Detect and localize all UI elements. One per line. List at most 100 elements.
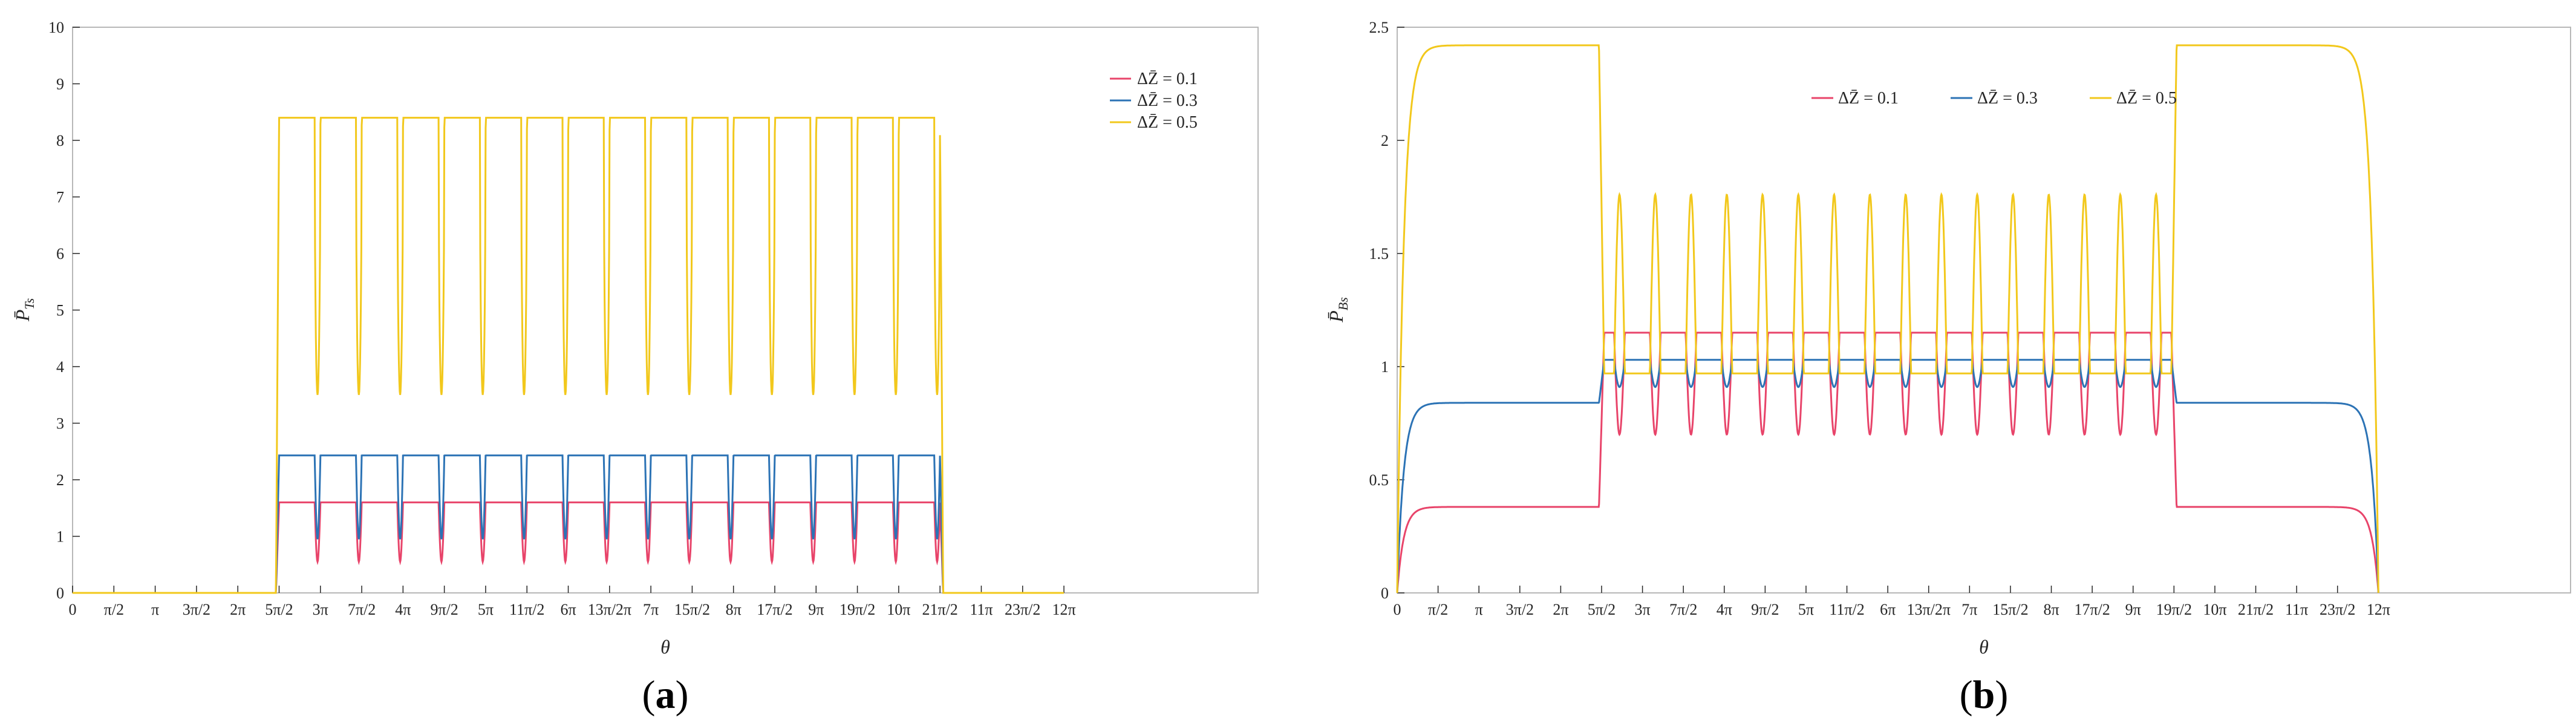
b-x-tick-label: 3π bbox=[1635, 601, 1651, 618]
b-series bbox=[1396, 44, 2379, 594]
b-x-tick-label: 23π/2 bbox=[2320, 601, 2355, 618]
a-ticks: 0 1 2 3 4 5 6 7 8 9 10 0 π/2 π 3π/2 2π 5π/2 3π 7π/2 4π 9π/2 5… bbox=[48, 19, 1076, 618]
b-series-line-0 bbox=[1396, 332, 2379, 594]
b-x-tick-label: 8π bbox=[2043, 601, 2059, 618]
a-legend: ΔZ̄ = 0.1 ΔZ̄ = 0.3 ΔZ̄ = 0.5 bbox=[1110, 70, 1198, 132]
a-x-tick-label: 15π/2 bbox=[674, 601, 710, 618]
a-y-tick-label: 2 bbox=[56, 471, 64, 489]
a-x-tick-label: 11π/2 bbox=[509, 601, 544, 618]
b-y-axis-label-sub: Bs bbox=[1335, 297, 1351, 310]
b-x-tick-label: 6π bbox=[1880, 601, 1896, 618]
a-y-tick-label: 3 bbox=[56, 415, 64, 433]
b-x-tick-label: 13π/2π bbox=[1907, 601, 1951, 618]
panel-a: 0 1 2 3 4 5 6 7 8 9 10 0 π/2 π 3π/2 2π 5π/2 3π 7π/2 4π 9π/2 5… bbox=[11, 19, 1259, 717]
b-panel-letter: b bbox=[1973, 673, 1995, 717]
a-x-tick-label: 5π/2 bbox=[265, 601, 293, 618]
a-x-tick-label: 13π/2π bbox=[588, 601, 631, 618]
b-x-tick-label: 15π/2 bbox=[1992, 601, 2028, 618]
a-y-axis-label-sub: Ts bbox=[22, 298, 37, 310]
a-x-tick-label: 3π bbox=[313, 601, 328, 618]
a-x-tick-label: 9π/2 bbox=[430, 601, 458, 618]
a-y-axis-label: P̄Ts bbox=[11, 298, 37, 322]
a-x-tick-label: 8π bbox=[726, 601, 742, 618]
b-legend-label-1: ΔZ̄ = 0.3 bbox=[1977, 89, 2038, 108]
a-legend-label-0: ΔZ̄ = 0.1 bbox=[1137, 70, 1198, 88]
a-y-tick-label: 4 bbox=[56, 358, 64, 376]
b-y-tick-label: 0 bbox=[1381, 584, 1389, 602]
a-legend-label-1: ΔZ̄ = 0.3 bbox=[1137, 91, 1198, 110]
a-x-tick-label: π/2 bbox=[104, 601, 124, 618]
a-series bbox=[73, 117, 1064, 594]
a-x-tick-label: 7π bbox=[643, 601, 659, 618]
a-x-tick-label: 6π bbox=[560, 601, 576, 618]
a-legend-label-2: ΔZ̄ = 0.5 bbox=[1137, 113, 1198, 132]
b-x-tick-label: 11π/2 bbox=[1829, 601, 1864, 618]
a-x-tick-label: 3π/2 bbox=[183, 601, 210, 618]
b-legend: ΔZ̄ = 0.1 ΔZ̄ = 0.3 ΔZ̄ = 0.5 bbox=[1811, 89, 2177, 108]
b-y-axis-label: P̄Bs bbox=[1325, 297, 1351, 323]
b-series-line-1 bbox=[1396, 359, 2379, 594]
a-x-tick-label: 10π bbox=[887, 601, 910, 618]
a-x-tick-label: 5π bbox=[478, 601, 494, 618]
a-y-tick-label: 1 bbox=[56, 528, 64, 546]
b-x-tick-label: 4π bbox=[1717, 601, 1732, 618]
panel-b: 0 0.5 1 1.5 2 2.5 0 π/2 π 3π/2 2π 5π/2 3π 7π/2 4π 9π/2 5… bbox=[1325, 19, 2571, 717]
b-y-axis-label-main: P̄ bbox=[1325, 310, 1347, 323]
a-x-tick-label: 9π bbox=[808, 601, 824, 618]
a-x-tick-label: 4π bbox=[395, 601, 411, 618]
b-series-line-2 bbox=[1396, 44, 2379, 594]
b-x-tick-label: π/2 bbox=[1428, 601, 1448, 618]
a-x-tick-label: 11π bbox=[970, 601, 993, 618]
a-x-tick-label: 7π/2 bbox=[348, 601, 376, 618]
a-x-tick-label: 12π bbox=[1052, 601, 1075, 618]
b-ticks: 0 0.5 1 1.5 2 2.5 0 π/2 π 3π/2 2π 5π/2 3π 7π/2 4π 9π/2 5… bbox=[1369, 19, 2390, 618]
b-x-tick-label: 17π/2 bbox=[2074, 601, 2110, 618]
a-x-tick-label: 17π/2 bbox=[757, 601, 792, 618]
b-x-tick-label: 7π/2 bbox=[1669, 601, 1697, 618]
a-y-tick-label: 7 bbox=[56, 189, 64, 206]
b-x-tick-label: 10π bbox=[2203, 601, 2226, 618]
b-y-tick-label: 0.5 bbox=[1369, 471, 1389, 489]
plot-area-a bbox=[72, 27, 1259, 594]
b-y-tick-label: 1.5 bbox=[1369, 245, 1389, 263]
a-x-tick-label: 23π/2 bbox=[1005, 601, 1040, 618]
b-y-tick-label: 1 bbox=[1381, 358, 1389, 376]
b-legend-label-0: ΔZ̄ = 0.1 bbox=[1838, 89, 1899, 108]
a-y-tick-label: 9 bbox=[56, 76, 64, 93]
b-x-tick-label: 3π/2 bbox=[1506, 601, 1534, 618]
plot-area-b bbox=[1397, 27, 2571, 594]
a-y-tick-label: 5 bbox=[56, 302, 64, 319]
a-x-axis-label: θ bbox=[660, 636, 670, 658]
a-x-tick-label: 21π/2 bbox=[922, 601, 957, 618]
svg-text:P̄Bs: P̄Bs bbox=[1325, 297, 1351, 323]
b-x-tick-label: 0 bbox=[1394, 601, 1401, 618]
b-x-axis-label: θ bbox=[1979, 636, 1989, 658]
a-x-tick-label: 2π bbox=[230, 601, 246, 618]
b-y-tick-label: 2.5 bbox=[1369, 19, 1389, 36]
b-x-tick-label: 5π/2 bbox=[1588, 601, 1616, 618]
b-x-tick-label: 12π bbox=[2367, 601, 2390, 618]
b-x-tick-label: 11π bbox=[2285, 601, 2308, 618]
a-panel-label: (a) bbox=[642, 673, 689, 717]
b-y-tick-label: 2 bbox=[1381, 132, 1389, 149]
b-x-tick-label: 9π bbox=[2125, 601, 2141, 618]
a-x-tick-label: 19π/2 bbox=[840, 601, 875, 618]
b-x-tick-label: 21π/2 bbox=[2238, 601, 2274, 618]
b-x-tick-label: 2π bbox=[1553, 601, 1568, 618]
b-x-tick-label: 19π/2 bbox=[2156, 601, 2192, 618]
a-y-tick-label: 6 bbox=[56, 245, 64, 263]
a-panel-letter: a bbox=[656, 673, 676, 717]
b-panel-label: (b) bbox=[1960, 673, 2009, 717]
b-x-tick-label: 7π bbox=[1961, 601, 1977, 618]
b-x-tick-label: 5π bbox=[1798, 601, 1814, 618]
a-y-tick-label: 8 bbox=[56, 132, 64, 149]
a-x-tick-label: 0 bbox=[69, 601, 77, 618]
a-y-tick-label: 0 bbox=[56, 584, 64, 602]
a-y-axis-label-main: P̄ bbox=[11, 310, 33, 322]
a-y-tick-label: 10 bbox=[48, 19, 64, 36]
b-x-tick-label: π bbox=[1475, 601, 1483, 618]
svg-text:P̄Ts: P̄Ts bbox=[11, 298, 37, 322]
b-legend-label-2: ΔZ̄ = 0.5 bbox=[2116, 89, 2177, 108]
b-x-tick-label: 9π/2 bbox=[1751, 601, 1779, 618]
